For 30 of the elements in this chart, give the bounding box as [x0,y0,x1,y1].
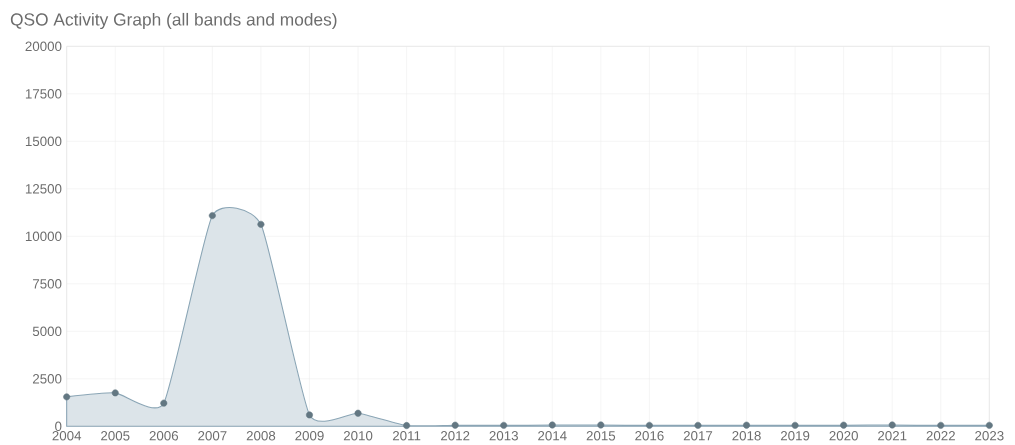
chart-title: QSO Activity Graph (all bands and modes) [10,12,337,30]
x-tick-label: 2021 [878,431,907,441]
y-tick-label: 5000 [32,326,62,337]
x-tick-label: 2005 [101,431,130,441]
y-tick-label: 15000 [25,136,62,147]
x-tick-label: 2014 [538,431,567,441]
x-tick-label: 2022 [926,431,955,441]
x-tick-label: 2009 [295,431,324,441]
x-tick-label: 2015 [586,431,616,441]
x-tick-label: 2012 [441,431,470,441]
x-tick-label: 2023 [975,431,1004,441]
x-tick-label: 2018 [732,431,761,441]
x-tick-label: 2020 [829,431,858,441]
y-tick-label: 10000 [25,231,62,242]
x-tick-label: 2008 [246,431,276,441]
y-tick-label: 7500 [32,279,62,289]
y-tick-label: 17500 [25,89,62,99]
x-tick-label: 2010 [343,431,373,441]
x-tick-label: 2016 [635,431,664,441]
x-tick-label: 2013 [489,431,518,441]
x-tick-label: 2004 [52,431,82,441]
x-tick-label: 2006 [149,431,179,441]
y-tick-label: 20000 [25,41,62,52]
y-tick-label: 0 [55,421,62,432]
y-tick-label: 12500 [25,184,62,194]
x-tick-label: 2019 [780,431,810,441]
x-tick-label: 2017 [683,431,713,441]
x-tick-label: 2007 [198,431,227,441]
x-tick-label: 2011 [392,431,421,441]
y-tick-label: 2500 [32,374,62,384]
